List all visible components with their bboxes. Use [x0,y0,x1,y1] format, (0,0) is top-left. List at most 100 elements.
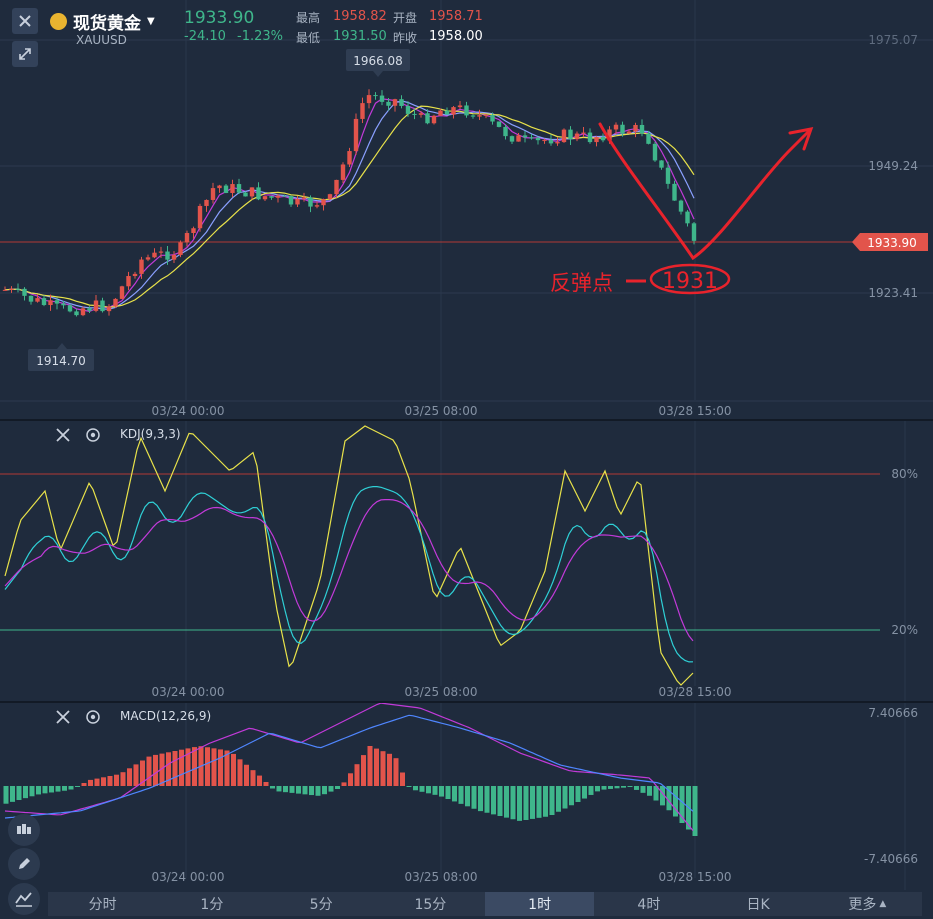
macd-bar [627,786,633,787]
macd-bar [296,786,301,794]
candle-body [93,300,99,311]
macd-panel[interactable]: 7.40666 -7.40666 03/24 00:00 03/25 08:00… [0,702,933,890]
macd-bar [302,786,308,795]
macd-bar [510,786,516,820]
candle-body [28,295,34,302]
candle-body [483,114,489,116]
macd-bar [673,786,678,817]
candle-body [360,103,365,119]
macd-bar [146,756,152,786]
tf-5m[interactable]: 5分 [309,897,333,913]
candle-body [126,276,131,287]
macd-bar [185,748,191,786]
macd-bar [10,786,15,802]
candle-body [373,95,378,97]
macd-x-tick-2: 03/25 08:00 [405,870,478,884]
macd-bar [218,749,223,786]
candle-body [366,95,372,104]
tf-1h[interactable]: 1时 [485,892,595,916]
macd-bar [361,755,366,786]
candle-body [119,286,125,299]
macd-bar [614,786,620,789]
x-tick-3: 03/28 15:00 [659,404,732,418]
svg-text:1914.70: 1914.70 [36,354,86,368]
prev-close-label: 昨收 [393,31,418,45]
macd-bar [666,786,672,811]
macd-bar [679,786,685,823]
candle-body [542,140,547,142]
draw-tool[interactable] [8,848,40,880]
expand-icon [19,48,31,60]
macd-bar [497,786,503,816]
tf-15m[interactable]: 15分 [414,897,447,913]
kdj-close-button[interactable] [55,427,71,447]
candle-body [41,298,47,306]
macd-bar [601,786,607,790]
candle-body [256,187,261,200]
candle-body [48,300,53,306]
macd-bar [224,750,230,786]
symbol-selector[interactable]: 现货黄金 ▼ [50,9,155,34]
caret-up-icon: ▲ [879,899,887,909]
macd-bar [484,786,490,813]
candle-body [626,131,632,134]
candle-body [223,185,229,193]
tf-4h[interactable]: 4时 [637,897,661,913]
candle-body [61,303,66,306]
candle-body [314,205,320,207]
candle-body [431,115,437,124]
macd-bar [42,786,48,794]
current-price-tag: 1933.90 [852,233,928,251]
candle-body [652,143,658,161]
macd-bar [101,777,106,786]
macd-bar [140,760,145,786]
candle-body [633,124,638,132]
macd-settings-button[interactable] [85,709,101,729]
macd-bar [81,783,87,786]
candle-body [600,137,606,141]
candle-body [548,140,554,144]
macd-bar [192,747,197,786]
kdj-settings-button[interactable] [85,427,101,447]
kdj-j-line [4,425,694,686]
candle-body [327,194,333,200]
candle-body [678,200,684,212]
tf-day[interactable]: 日K [746,897,770,913]
macd-bar [634,786,639,790]
symbol-title: 现货黄金 [73,14,141,34]
macd-label: MACD(12,26,9) [120,709,212,723]
candle-body [399,99,404,106]
candle-type-tool[interactable] [8,814,40,846]
macd-bar [159,753,165,786]
low-marker: 1914.70 [28,343,94,371]
candle-body [587,132,593,143]
y-tick-1: 1975.07 [868,33,918,47]
expand-button[interactable] [12,41,38,67]
macd-close-button[interactable] [55,709,71,729]
candle-body [509,136,515,142]
indicator-tool[interactable] [8,883,40,915]
macd-bar [478,786,483,812]
high-value: 1958.82 [333,9,387,24]
candle-body [178,242,183,255]
macd-bar [250,770,256,786]
candle-body [659,160,664,168]
kdj-panel[interactable]: 80% 20% 03/24 00:00 03/25 08:00 03/28 15… [0,421,933,702]
macd-bar [523,786,529,820]
macd-bar [257,775,262,786]
candle-body [22,288,27,296]
macd-bar [263,782,269,786]
tf-tick[interactable]: 分时 [88,897,117,913]
candle-body [503,126,508,137]
candle-body [106,306,112,312]
candle-body [308,197,313,207]
macd-bar [133,764,139,786]
tf-more[interactable]: 更多 ▲ [813,892,922,916]
candle-body [574,133,580,140]
candle-body [80,308,86,316]
price-chart-panel[interactable]: 1975.07 1949.24 1923.41 1933.90 1966.08 … [0,0,933,420]
macd-bar [68,786,74,790]
close-button[interactable] [12,8,38,34]
candle-body [392,99,398,106]
tf-1m[interactable]: 1分 [200,897,224,913]
